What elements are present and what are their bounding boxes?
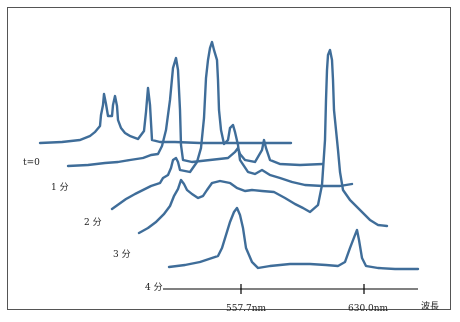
tick-label-557-7: 557.7nm bbox=[226, 304, 267, 314]
spectrum-1min bbox=[66, 56, 325, 168]
spectra-curves bbox=[38, 40, 420, 271]
time-label-2min: 2 分 bbox=[84, 217, 102, 228]
time-label-3min: 3 分 bbox=[113, 249, 131, 260]
spectrum-4min bbox=[167, 206, 420, 271]
time-label-1min: 1 分 bbox=[51, 182, 69, 193]
time-label-4min: 4 分 bbox=[145, 282, 163, 293]
time-label-t0: t=0 bbox=[23, 158, 40, 168]
spectrum-t0 bbox=[38, 86, 293, 145]
spectrum-3min bbox=[137, 48, 389, 235]
tick-label-630-0: 630.0nm bbox=[348, 304, 389, 314]
wavelength-axis: 557.7nm 630.0nm 波長 bbox=[163, 284, 439, 314]
spectrum-2min bbox=[110, 40, 354, 211]
time-labels: t=0 1 分 2 分 3 分 4 分 bbox=[23, 158, 163, 293]
axis-unit-label: 波長 bbox=[421, 300, 439, 312]
